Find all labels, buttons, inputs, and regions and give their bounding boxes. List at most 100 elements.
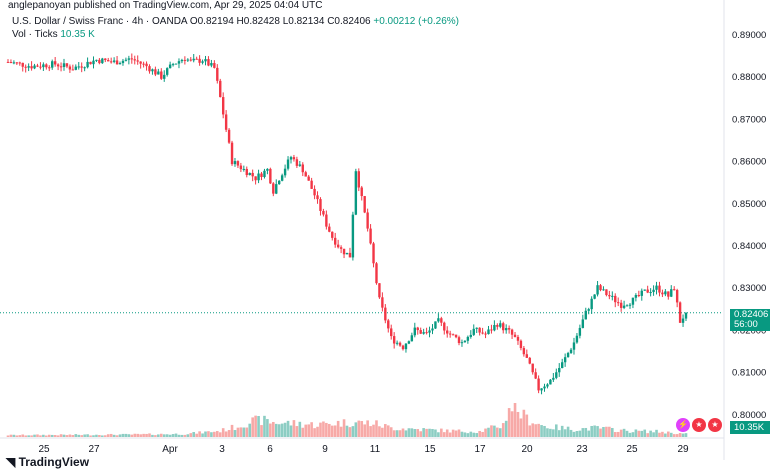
volume-bar [333,425,337,437]
volume-bar [484,428,487,437]
volume-bar [322,421,325,437]
candle-body [15,62,19,64]
volume-bar [127,434,131,437]
price-axis-label: 0.80000 [732,410,766,421]
candle-body [395,342,399,344]
price-axis-label: 0.84000 [732,241,766,252]
candle-body [151,69,154,72]
volume-bar [510,411,514,437]
candle-body [21,62,24,67]
candle-body [481,332,484,334]
candle-body [563,357,567,363]
volume-bar [522,409,526,437]
volume-bar [575,430,579,437]
candle-body [207,59,210,66]
volume-bar [272,421,275,437]
volume-bar [325,422,328,437]
us-flag-event-icon[interactable]: ★ [692,418,706,432]
candle-body [112,60,116,62]
volume-bar [381,427,384,437]
candle-body [9,61,13,63]
candle-body [80,66,83,68]
volume-bar [263,415,266,437]
candle-body [670,289,673,297]
volume-bar [330,425,334,437]
volume-bar [631,432,635,437]
candle-body [280,175,284,181]
us-flag-event-icon[interactable]: ★ [708,418,722,432]
candle-body [171,64,175,66]
candle-body [224,114,228,130]
candle-body [637,295,641,297]
candle-body [510,329,514,335]
time-axis-label: 15 [424,444,436,455]
candle-body [65,63,69,67]
candle-body [428,330,431,333]
volume-bar [201,433,204,437]
candle-body [292,157,296,160]
candle-body [339,247,343,249]
lightning-event-icon[interactable]: ⚡ [676,418,690,432]
volume-bar [95,434,98,437]
candle-body [407,341,411,344]
candle-body [204,59,207,62]
candle-body [513,334,517,337]
candle-body [71,69,75,71]
volume-bar [681,433,685,437]
candle-body [525,354,529,358]
candle-body [319,199,322,211]
tradingview-logo[interactable]: ◥ TradingView [6,455,89,469]
volume-bar [469,431,473,437]
candle-body [230,142,234,165]
bar-countdown: 56:00 [734,319,758,330]
volume-bar [189,433,193,437]
candle-body [531,363,534,373]
candle-body [664,291,667,295]
price-axis-label: 0.87000 [732,114,766,125]
volume-bar [233,430,237,437]
volume-bar [254,415,257,437]
volume-bar [239,427,243,437]
volume-bar [451,429,455,437]
volume-bar [62,434,66,437]
volume-bar [431,428,434,437]
volume-bar [89,435,92,437]
volume-bar [549,428,552,437]
price-axis-label: 0.85000 [732,199,766,210]
candle-body [398,342,402,346]
volume-bar [30,435,33,437]
candle-body [507,328,511,330]
candle-body [154,69,157,75]
volume-bar [47,434,51,437]
volume-bar [466,433,470,437]
candle-body [590,298,593,310]
candle-body [502,323,505,331]
candle-body [587,309,590,311]
candle-body [95,59,98,61]
volume-bar [531,423,535,437]
candle-body [390,328,393,337]
candle-body [101,58,104,64]
candle-body [605,289,608,296]
volume-bar [419,431,422,437]
volume-bar [159,433,163,437]
volume-bar [557,430,561,437]
volume-bar [669,432,673,437]
volume-bar [528,425,532,437]
candle-body [422,332,425,334]
candle-body [168,64,172,69]
candle-body [619,302,623,308]
volume-bar [407,428,411,437]
candle-body [62,63,66,67]
volume-bar [21,434,25,437]
volume-bar [596,426,599,437]
candle-body [336,244,340,248]
candle-body [286,159,290,169]
time-axis-label: 3 [219,444,225,455]
volume-bar [384,424,387,437]
candle-body [381,297,384,308]
candle-body [316,195,319,200]
candle-body [148,66,151,72]
volume-bar [684,433,688,437]
